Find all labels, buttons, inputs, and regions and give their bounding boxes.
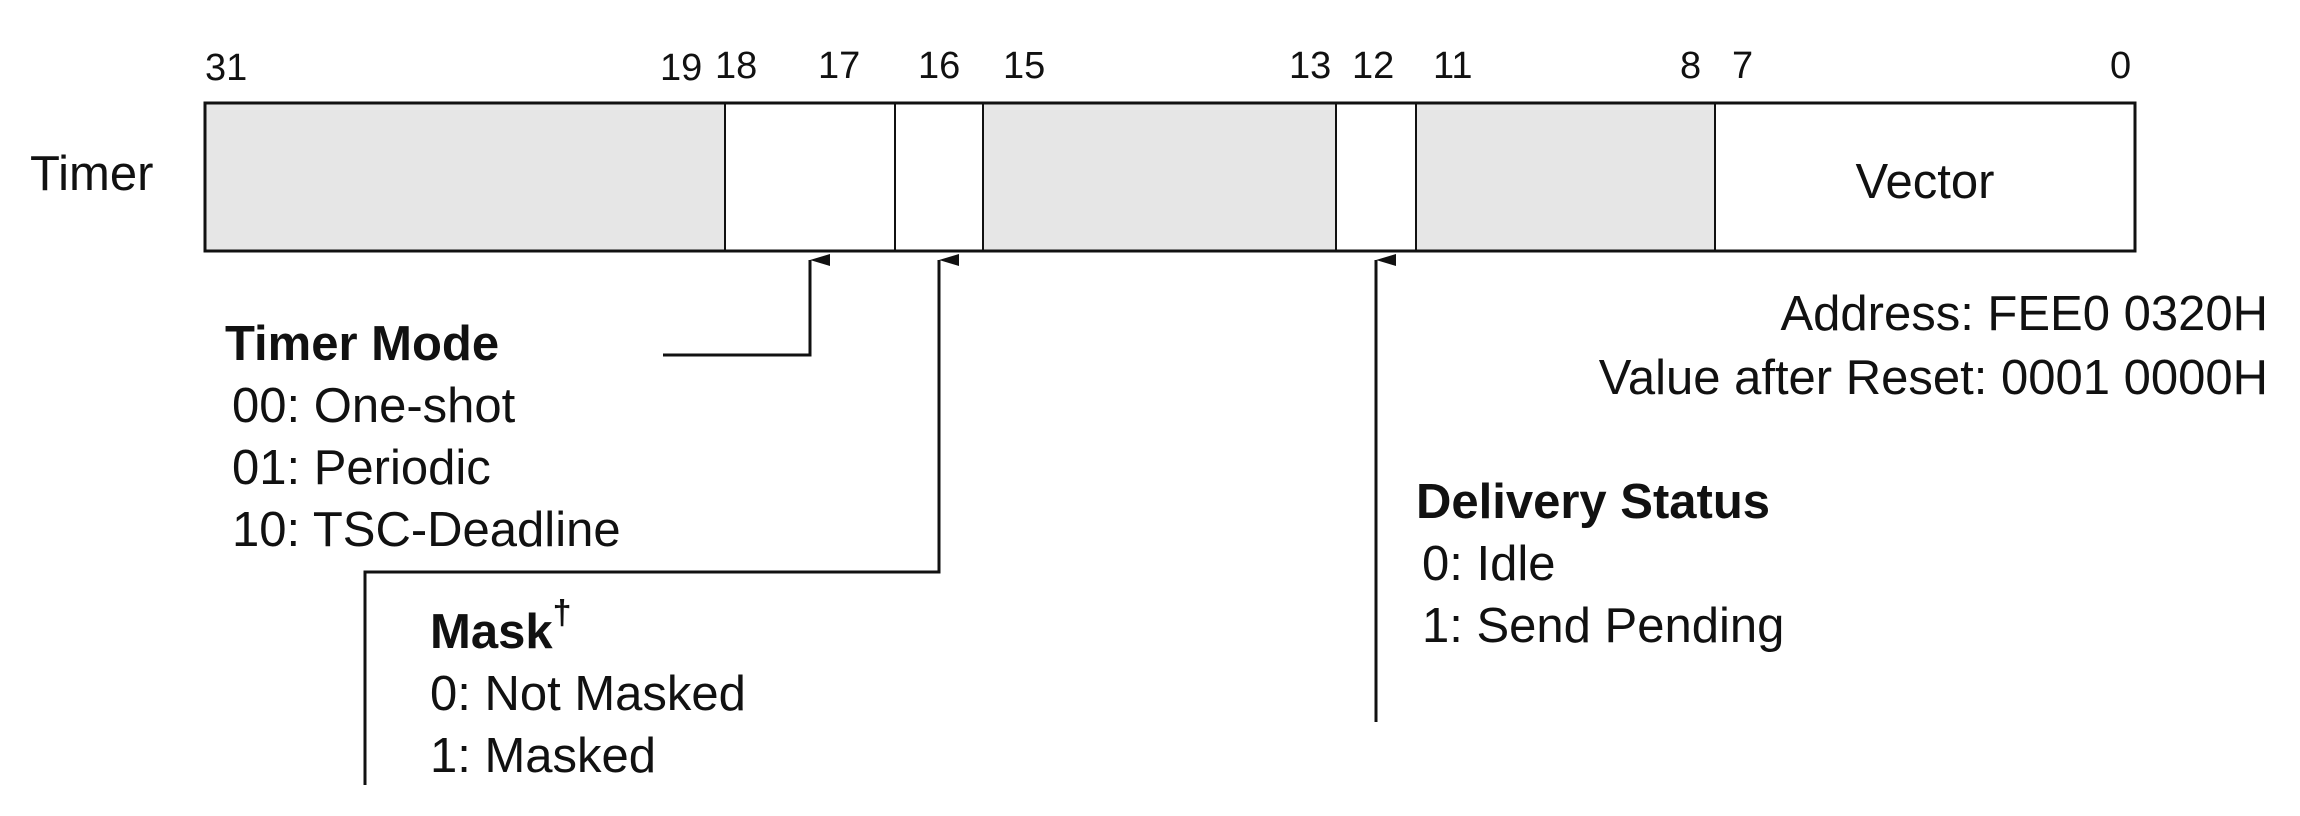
mask-title-text: Mask [430, 605, 553, 659]
timer-mode-option: 00: One-shot [232, 379, 516, 433]
bit-number-11: 11 [1433, 45, 1472, 87]
mask-dagger-footnote-mark: † [553, 594, 572, 632]
bit-number-13: 13 [1289, 45, 1331, 87]
bit-number-labels: 31 19 18 17 16 15 13 12 11 8 7 0 [205, 45, 2131, 89]
bit-number-18: 18 [715, 45, 757, 87]
delivery-status-option: 0: Idle [1422, 537, 1555, 591]
bit-number-8: 8 [1680, 45, 1701, 87]
vector-field-label: Vector [1856, 155, 1995, 209]
timer-mode-title: Timer Mode [225, 317, 499, 371]
delivery-status-option: 1: Send Pending [1422, 599, 1784, 653]
timer-mode-legend: Timer Mode 00: One-shot 01: Periodic 10:… [225, 317, 621, 557]
field-reserved-31-19 [204, 102, 726, 252]
field-vector-7-0 [1714, 102, 2136, 252]
field-reserved-15-13 [982, 102, 1337, 252]
mask-option: 0: Not Masked [430, 667, 746, 721]
register-box: Vector [203, 101, 2137, 253]
register-outline [203, 101, 2137, 253]
register-reset-value: Value after Reset: 0001 0000H [1599, 351, 2268, 405]
bit-number-12: 12 [1352, 45, 1394, 87]
bit-number-0: 0 [2110, 45, 2131, 87]
register-name: Timer [30, 147, 153, 201]
field-delivery-status-12 [1335, 102, 1417, 252]
bit-number-19: 19 [660, 47, 702, 89]
bit-number-17: 17 [818, 45, 860, 87]
bit-number-16: 16 [918, 45, 960, 87]
mask-legend: Mask† 0: Not Masked 1: Masked [430, 594, 746, 783]
field-reserved-11-8 [1415, 102, 1716, 252]
timer-mode-option: 10: TSC-Deadline [232, 503, 621, 557]
bit-number-7: 7 [1732, 45, 1753, 87]
mask-option: 1: Masked [430, 729, 656, 783]
register-address: Address: FEE0 0320H [1780, 287, 2268, 341]
field-mask-16 [894, 102, 984, 252]
mask-leader-arrow [363, 254, 959, 785]
delivery-status-title: Delivery Status [1416, 475, 1770, 529]
timer-mode-leader-arrow [663, 254, 830, 357]
delivery-status-legend: Delivery Status 0: Idle 1: Send Pending [1416, 475, 1784, 653]
timer-mode-option: 01: Periodic [232, 441, 491, 495]
bit-number-15: 15 [1003, 45, 1045, 87]
field-timer-mode-18-17 [724, 102, 896, 252]
mask-title: Mask† [430, 594, 572, 659]
bit-number-31: 31 [205, 47, 247, 89]
